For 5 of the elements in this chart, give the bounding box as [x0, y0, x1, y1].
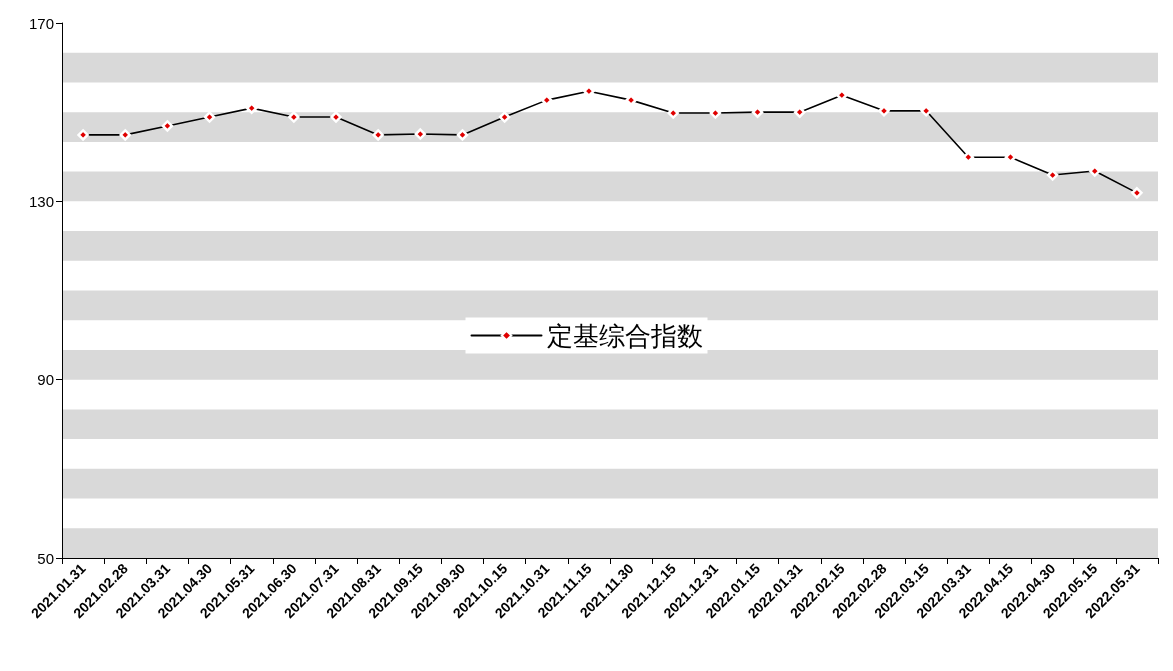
legend-label: 定基综合指数: [546, 320, 703, 351]
y-tick-label: 90: [37, 371, 54, 389]
y-tick-label: 50: [37, 549, 54, 567]
y-tick-label: 170: [28, 14, 54, 32]
y-tick-label: 130: [28, 192, 54, 210]
